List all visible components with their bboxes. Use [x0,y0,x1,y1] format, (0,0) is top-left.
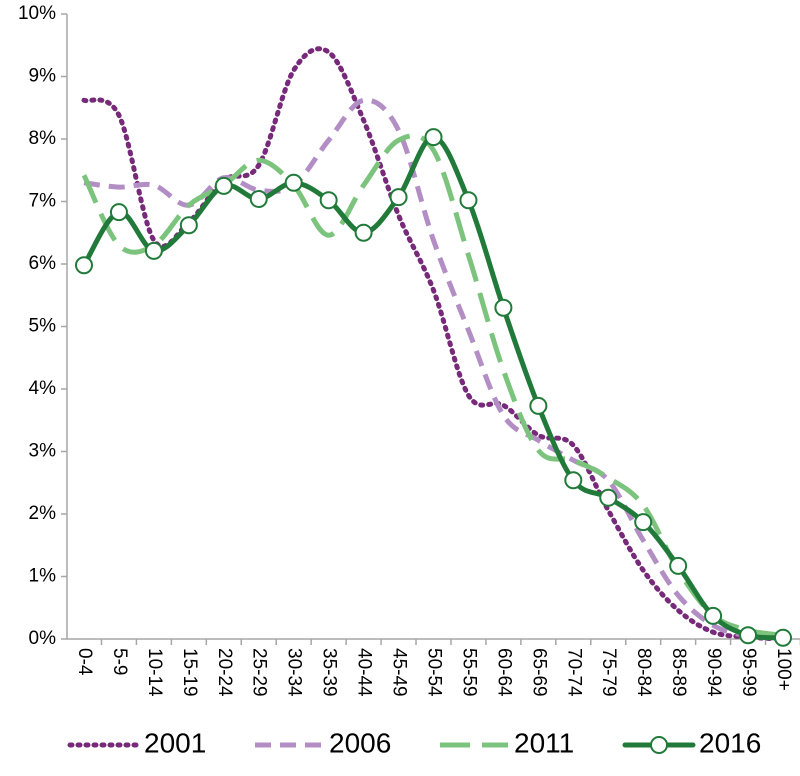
point [564,471,583,490]
y-tick-label: 1% [29,566,57,587]
y-tick-label: 4% [29,378,57,399]
point [179,216,198,235]
y-tick-label: 3% [29,441,57,462]
point [354,223,373,242]
point [249,190,268,208]
point [144,241,163,260]
y-tick-label: 6% [29,253,57,274]
x-tick-label: 75-79 [598,648,619,697]
x-tick-label: 55-59 [458,648,479,697]
point [109,203,128,222]
x-tick-label: 25-29 [249,648,270,697]
point [634,513,653,532]
x-tick-label: 100+ [773,648,794,691]
legend-label: 2006 [329,727,391,758]
point [284,173,303,192]
x-tick-label: 80-84 [633,648,654,697]
point [599,488,618,507]
point [529,396,548,415]
point [319,191,338,210]
x-tick-label: 50-54 [423,648,444,697]
x-tick-label: 90-94 [703,648,724,697]
point [704,606,723,625]
y-tick-label: 8% [29,128,57,149]
point [669,556,688,575]
x-tick-label: 95-99 [738,648,759,697]
x-tick-label: 30-34 [284,648,305,697]
y-tick-label: 5% [29,316,57,337]
point [739,626,758,645]
y-tick-label: 2% [29,503,57,524]
y-tick-label: 0% [29,628,57,649]
point [424,128,443,147]
point [774,628,792,647]
x-tick-label: 15-19 [179,648,200,697]
point [214,176,233,195]
x-tick-label: 70-74 [563,648,584,697]
legend-label: 2016 [699,727,761,758]
x-tick-label: 45-49 [389,648,410,697]
x-tick-label: 35-39 [319,648,340,697]
x-tick-label: 65-69 [528,648,549,697]
x-tick-label: 5-9 [109,648,130,675]
series-line [81,133,784,638]
legend-marker [650,736,668,754]
y-tick-label: 10% [18,3,56,24]
y-tick-label: 9% [29,66,57,87]
series-line [81,134,786,641]
x-tick-label: 10-14 [144,648,165,697]
x-tick-label: 85-89 [668,648,689,697]
x-tick-label: 60-64 [493,648,514,697]
x-tick-label: 20-24 [214,648,235,697]
x-tick-label: 0-4 [74,648,95,676]
legend-label: 2001 [144,727,206,758]
point [75,256,93,275]
point [459,191,478,210]
legend-label: 2011 [514,727,574,758]
x-tick-label: 40-44 [354,648,375,697]
point [389,188,408,207]
point [494,298,513,317]
y-tick-label: 7% [29,191,57,212]
